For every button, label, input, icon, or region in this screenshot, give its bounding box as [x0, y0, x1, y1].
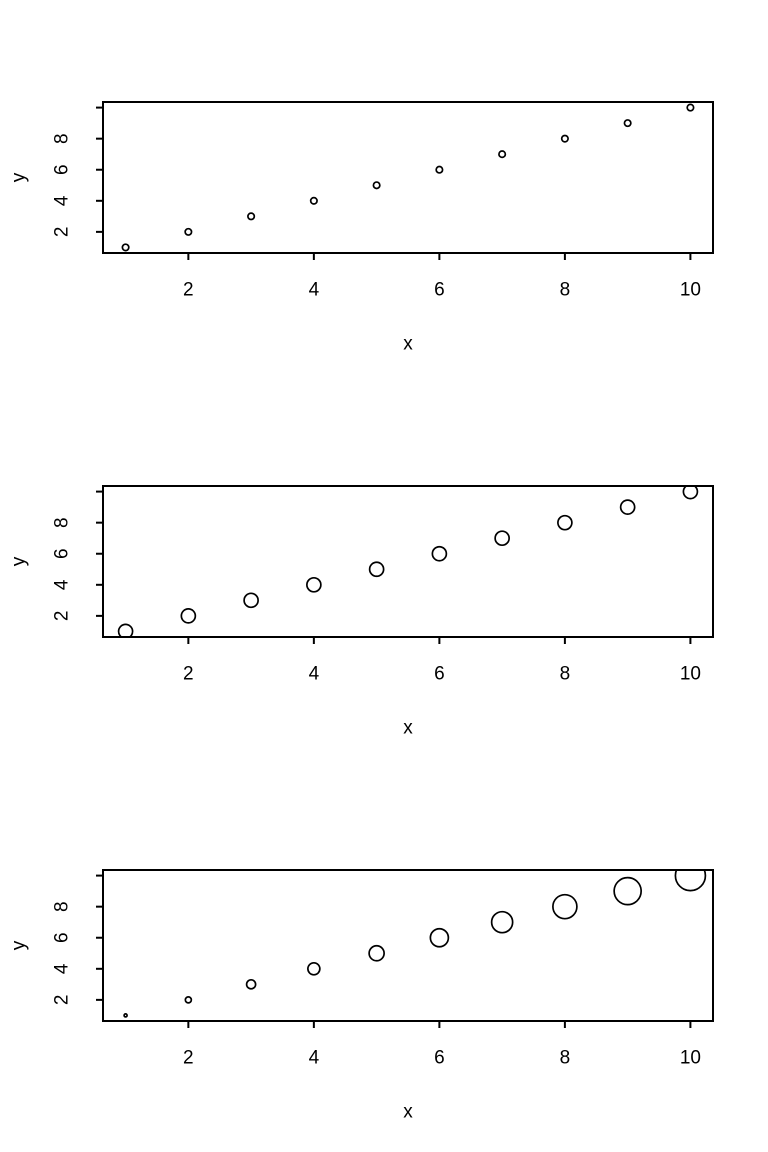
x-axis-tick-label: 6	[434, 280, 445, 301]
plot-box	[102, 101, 714, 254]
y-axis-title: y	[9, 556, 30, 566]
x-axis-tick-label: 8	[560, 664, 571, 685]
x-axis-tick-label: 8	[560, 1048, 571, 1069]
data-point	[557, 514, 573, 531]
data-point	[121, 243, 130, 252]
x-axis-tick-label: 10	[680, 664, 701, 685]
data-point	[623, 119, 632, 128]
plot-canvas: 2 4 6 8 10 2 4 6 8 x y	[9, 485, 714, 739]
plot-canvas: 2 4 6 8 10 2 4 6 8 x y	[9, 101, 714, 355]
scatter-plot-top: 2 4 6 8 10 2 4 6 8 x y	[0, 0, 768, 384]
y-axis-tick-label: 8	[52, 901, 73, 912]
y-axis-tick-label: 8	[52, 517, 73, 528]
data-point	[243, 592, 259, 609]
data-point	[307, 961, 321, 976]
y-axis-tick-label: 8	[52, 133, 73, 144]
data-point	[686, 103, 695, 112]
x-axis-tick-label: 2	[183, 1048, 194, 1069]
x-axis-title: x	[403, 1102, 413, 1123]
data-point	[429, 927, 450, 948]
y-axis-tick-label: 6	[52, 164, 73, 175]
y-axis-tick-label: 2	[52, 611, 73, 622]
data-point	[309, 196, 318, 205]
plot-box	[102, 485, 714, 638]
data-point	[494, 530, 510, 547]
x-axis-tick-label: 4	[309, 664, 320, 685]
data-point	[435, 165, 444, 174]
x-axis-title: x	[403, 718, 413, 739]
x-axis-tick-label: 2	[183, 664, 194, 685]
y-axis-tick-label: 2	[52, 227, 73, 238]
data-point	[123, 1013, 128, 1018]
y-axis-tick-label: 4	[52, 195, 73, 206]
x-axis-tick-label: 10	[680, 1048, 701, 1069]
data-point	[682, 486, 699, 500]
x-axis-tick-label: 8	[560, 280, 571, 301]
x-axis-tick-label: 6	[434, 664, 445, 685]
data-point	[498, 150, 507, 159]
data-point	[184, 227, 193, 236]
data-point	[247, 212, 256, 221]
y-axis-tick-label: 6	[52, 548, 73, 559]
data-point	[552, 893, 578, 920]
data-points	[117, 486, 699, 637]
data-point	[117, 623, 134, 637]
x-axis-tick-label: 6	[434, 1048, 445, 1069]
x-axis-title: x	[403, 334, 413, 355]
data-points	[123, 870, 707, 1018]
y-axis-tick-label: 2	[52, 995, 73, 1006]
data-point	[306, 576, 322, 593]
x-axis-tick-label: 10	[680, 280, 701, 301]
data-point	[613, 876, 643, 906]
data-point	[490, 910, 514, 934]
data-point	[368, 561, 385, 578]
data-point	[180, 608, 197, 624]
data-point	[560, 134, 569, 143]
data-points	[121, 103, 695, 252]
data-point	[372, 181, 381, 190]
y-axis-title: y	[9, 940, 30, 950]
plot-canvas: 2 4 6 8 10 2 4 6 8 x y	[9, 869, 714, 1123]
data-point	[245, 978, 257, 990]
y-axis-title: y	[9, 172, 30, 182]
scatter-plot-middle: 2 4 6 8 10 2 4 6 8 x y	[0, 384, 768, 768]
plot-box	[102, 869, 714, 1022]
data-point	[368, 944, 385, 962]
data-point	[619, 499, 636, 515]
data-point	[431, 545, 448, 562]
x-axis-tick-label: 4	[309, 280, 320, 301]
y-axis-tick-label: 4	[52, 579, 73, 590]
data-point	[674, 870, 707, 892]
data-point	[184, 996, 193, 1004]
x-axis-tick-label: 2	[183, 280, 194, 301]
scatter-plot-bottom: 2 4 6 8 10 2 4 6 8 x y	[0, 768, 768, 1152]
y-axis-tick-label: 6	[52, 932, 73, 943]
y-axis-tick-label: 4	[52, 963, 73, 974]
x-axis-tick-label: 4	[309, 1048, 320, 1069]
